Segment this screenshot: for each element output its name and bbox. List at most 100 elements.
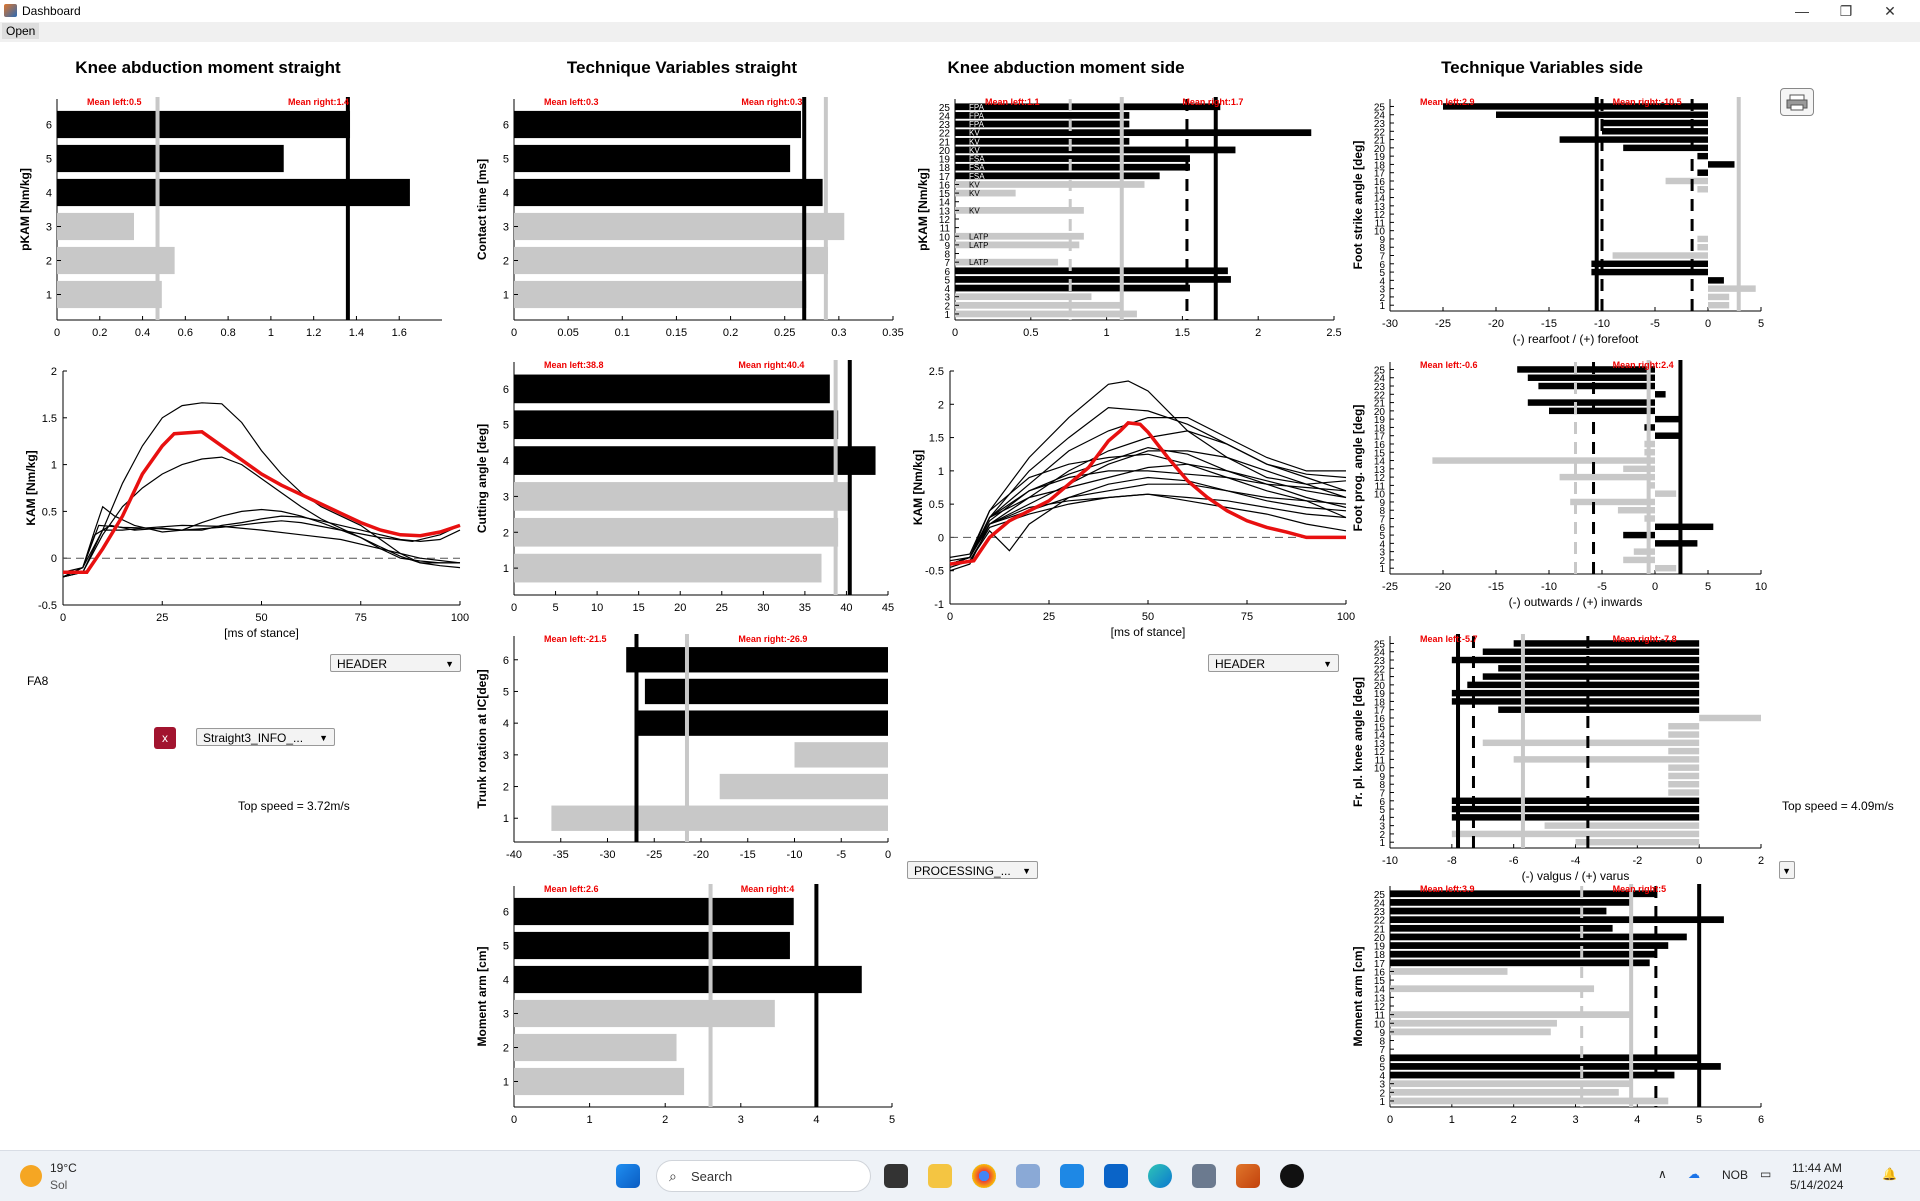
pkam_side-bar-label: KV <box>969 206 980 215</box>
pkam_side-bar-3 <box>955 293 1092 301</box>
network-icon[interactable]: ▭ <box>1760 1167 1772 1181</box>
foot_strike-bar-17 <box>1697 169 1708 176</box>
foot_prog-bar-23 <box>1538 382 1655 390</box>
moment_arm_side-y-tick-label: 17 <box>1374 959 1386 970</box>
taskbar-search[interactable]: ⌕ Search <box>656 1160 871 1192</box>
trunk_rotation-x-tick-label: -25 <box>646 849 662 861</box>
fr_pl_knee-y-tick-label: 11 <box>1375 755 1386 766</box>
pkam_straight-y-tick-label: 6 <box>46 120 52 132</box>
edge-icon[interactable] <box>1148 1164 1172 1188</box>
processing-dropdown[interactable]: PROCESSING_... ▼ <box>907 861 1038 879</box>
foot_prog-bar-4 <box>1655 540 1698 547</box>
taskview-icon[interactable] <box>884 1164 908 1188</box>
moment_arm_side-y-tick-label: 24 <box>1374 898 1386 909</box>
foot_prog-y-tick-label: 12 <box>1374 473 1386 484</box>
cutting_angle-y-tick-label: 5 <box>503 420 509 432</box>
taskbar: 19°C Sol ⌕ Search ∧ ☁ NOB ▭ 11:44 AM 5/14… <box>0 1150 1920 1201</box>
cutting_angle-x-tick-label: 20 <box>674 602 686 614</box>
kam_side-x-tick-label: 50 <box>1142 611 1154 623</box>
contact_time-mean-left-label: Mean left:0.3 <box>544 97 599 107</box>
calculator-icon[interactable] <box>1192 1164 1216 1188</box>
foot_prog-bar-17 <box>1655 432 1682 439</box>
header-dropdown-straight[interactable]: HEADER ▼ <box>330 654 461 672</box>
small-dropdown[interactable]: ▼ <box>1779 861 1795 879</box>
notification-icon[interactable]: 🔔 <box>1882 1167 1897 1181</box>
foot_prog-y-tick-label: 8 <box>1379 506 1385 517</box>
app-icon-2[interactable] <box>1280 1164 1304 1188</box>
pkam_straight-x-tick-label: 1 <box>268 327 274 339</box>
foot_prog-x-tick-label: -15 <box>1488 581 1504 593</box>
foot_strike-y-tick-label: 2 <box>1379 293 1385 304</box>
cutting_angle-bar-2 <box>514 517 839 547</box>
pkam_side-bar-label: FPA <box>969 111 985 120</box>
contact_time-bar-6 <box>514 110 801 139</box>
outlook-icon[interactable] <box>1104 1164 1128 1188</box>
foot_strike-bar-9 <box>1697 235 1708 243</box>
header-dropdown-side[interactable]: HEADER ▼ <box>1208 654 1339 672</box>
trunk_rotation-y-tick-label: 3 <box>503 750 509 762</box>
foot_prog-y-tick-label: 21 <box>1374 399 1386 410</box>
foot_prog-y-tick-label: 18 <box>1374 423 1386 434</box>
file-explorer-icon[interactable] <box>928 1164 952 1188</box>
moment_arm_side-bar-3 <box>1390 1080 1632 1088</box>
remove-button[interactable]: x <box>154 727 176 749</box>
clock-date[interactable]: 5/14/2024 <box>1790 1178 1844 1192</box>
kam_side-y-tick-label: 1 <box>938 466 944 478</box>
fr_pl_knee-x-tick-label: -8 <box>1447 855 1457 867</box>
pkam_side-y-tick-label: 9 <box>944 241 950 252</box>
kam_side-x-tick-label: 25 <box>1043 611 1055 623</box>
moment_arm_straight-y-tick-label: 5 <box>503 941 509 953</box>
app-icon[interactable] <box>1016 1164 1040 1188</box>
tray-chevron-icon[interactable]: ∧ <box>1658 1167 1667 1181</box>
fr_pl_knee-y-tick-label: 13 <box>1374 739 1386 750</box>
title-kam-straight: Knee abduction moment straight <box>75 58 341 77</box>
menu-open[interactable]: Open <box>2 23 40 39</box>
pkam_side-bar-label: LATP <box>969 241 988 250</box>
cutting_angle-x-tick-label: 25 <box>716 602 728 614</box>
fr_pl_knee-bar-3 <box>1544 822 1700 829</box>
foot_strike-y-label: Foot strike angle [deg] <box>1351 141 1365 270</box>
foot_strike-y-tick-label: 3 <box>1379 285 1385 296</box>
print-button[interactable] <box>1780 88 1814 116</box>
cutting_angle-y-tick-label: 3 <box>503 491 509 503</box>
foot_prog-y-tick-label: 11 <box>1375 481 1386 492</box>
foot_strike-mean-left-label: Mean left:2.9 <box>1420 97 1475 107</box>
window-title: Dashboard <box>22 4 81 18</box>
fr_pl_knee-x-tick-label: 0 <box>1696 855 1702 867</box>
kam_side-series-8 <box>949 453 1347 558</box>
language-indicator[interactable]: NOB <box>1722 1168 1749 1182</box>
pkam_side-bar-label: KV <box>969 129 980 138</box>
contact_time-y-tick-label: 2 <box>503 256 509 268</box>
fr_pl_knee-y-tick-label: 2 <box>1379 830 1385 841</box>
trial-dropdown[interactable]: Straight3_INFO_... ▼ <box>196 728 335 746</box>
header-dropdown-side-value: HEADER <box>1215 657 1266 671</box>
foot_strike-x-tick-label: 5 <box>1758 318 1764 330</box>
foot_strike-bar-22 <box>1602 128 1708 135</box>
close-button[interactable]: ✕ <box>1884 3 1896 19</box>
foot_strike-bar-3 <box>1708 285 1756 292</box>
vscode-icon[interactable] <box>1060 1164 1084 1188</box>
foot_prog-y-tick-label: 23 <box>1374 382 1386 393</box>
foot_strike-bar-2 <box>1708 293 1730 301</box>
kam_side-series-10 <box>949 446 1347 565</box>
start-icon[interactable] <box>616 1164 640 1188</box>
chrome-icon[interactable] <box>972 1164 996 1188</box>
contact_time-x-tick-label: 0.3 <box>831 327 846 339</box>
moment_arm_straight-y-tick-label: 1 <box>503 1077 509 1089</box>
maximize-button[interactable]: ❐ <box>1839 3 1853 19</box>
foot_prog-bar-12 <box>1559 473 1655 481</box>
fr_pl_knee-y-tick-label: 20 <box>1374 681 1386 692</box>
cutting_angle-x-tick-label: 40 <box>840 602 852 614</box>
contact_time-x-tick-label: 0 <box>511 327 517 339</box>
kam_side-series-13 <box>949 421 1346 566</box>
minimize-button[interactable]: — <box>1795 3 1809 19</box>
fr_pl_knee-bar-12 <box>1668 747 1700 755</box>
pkam_side-bar-label: FPA <box>969 103 985 112</box>
onedrive-icon[interactable]: ☁ <box>1688 1167 1700 1181</box>
matlab-taskbar-icon[interactable] <box>1236 1164 1260 1188</box>
clock-time[interactable]: 11:44 AM <box>1792 1161 1842 1175</box>
kam_straight-y-tick-label: 2 <box>51 366 57 378</box>
pkam_side-y-tick-label: 1 <box>944 310 950 321</box>
cutting_angle-bar-4 <box>514 446 876 475</box>
